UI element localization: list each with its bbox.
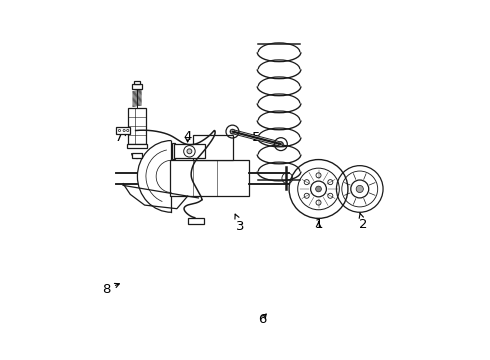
Bar — [126, 144, 147, 148]
Bar — [174, 144, 205, 158]
Bar — [134, 81, 140, 84]
Circle shape — [187, 149, 192, 154]
Text: 8: 8 — [101, 283, 120, 296]
Bar — [170, 160, 248, 196]
Text: 6: 6 — [258, 312, 267, 326]
Text: 7: 7 — [115, 131, 128, 144]
Text: 4: 4 — [183, 130, 192, 144]
Text: 2: 2 — [359, 213, 368, 231]
Bar — [116, 127, 130, 134]
Circle shape — [356, 185, 364, 193]
Bar — [132, 153, 143, 158]
Text: 5: 5 — [251, 131, 260, 144]
Bar — [128, 108, 146, 144]
Bar — [205, 143, 207, 159]
Bar — [172, 143, 174, 159]
Circle shape — [316, 186, 321, 192]
Bar — [194, 135, 233, 160]
Bar — [188, 219, 204, 224]
Text: 1: 1 — [314, 218, 323, 231]
Text: 3: 3 — [235, 214, 245, 233]
Bar — [132, 84, 142, 89]
